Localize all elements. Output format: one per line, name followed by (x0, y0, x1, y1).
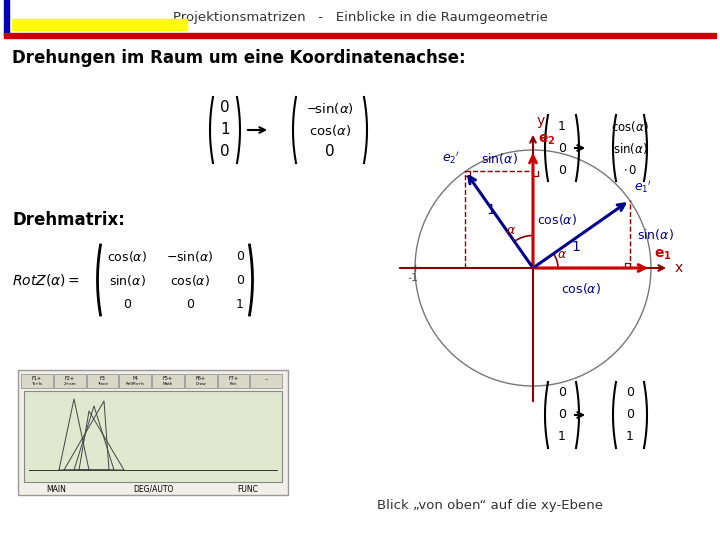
Text: $\cos(\alpha)$: $\cos(\alpha)$ (170, 273, 210, 287)
Text: 1: 1 (626, 430, 634, 443)
Text: 1: 1 (572, 240, 581, 254)
Text: 0: 0 (236, 273, 244, 287)
Text: $\cdot\,0$: $\cdot\,0$ (623, 164, 637, 177)
Text: 0: 0 (558, 408, 566, 422)
Text: F4: F4 (132, 375, 138, 381)
Text: To+Is: To+Is (32, 382, 42, 386)
Text: $\mathbf{e_1}$: $\mathbf{e_1}$ (654, 248, 672, 262)
Text: F7+: F7+ (228, 375, 238, 381)
Text: 0: 0 (220, 145, 230, 159)
Text: 0: 0 (325, 145, 335, 159)
Bar (217, 374, 249, 388)
Text: F3: F3 (99, 375, 105, 381)
Text: Blick „von oben“ auf die xy-Ebene: Blick „von oben“ auf die xy-Ebene (377, 498, 603, 511)
Text: 0: 0 (626, 408, 634, 422)
Bar (4, 33, 716, 38)
Text: Projektionsmatrizen   -   Einblicke in die Raumgeometrie: Projektionsmatrizen - Einblicke in die R… (173, 11, 547, 24)
Text: $\sin(\alpha)$: $\sin(\alpha)$ (636, 227, 673, 242)
Bar (21, 374, 53, 388)
Bar (12, 19, 187, 30)
Bar (4, 0, 9, 35)
Bar (251, 374, 282, 388)
Bar (24, 391, 282, 482)
Text: 0: 0 (558, 387, 566, 400)
Text: 0: 0 (123, 298, 131, 310)
Bar (152, 374, 184, 388)
Text: $\sin(\alpha)$: $\sin(\alpha)$ (613, 140, 647, 156)
Text: 2+om: 2+om (63, 382, 76, 386)
Bar (86, 374, 118, 388)
Text: $\sin(\alpha)$: $\sin(\alpha)$ (481, 151, 518, 166)
Text: ...: ... (264, 375, 269, 381)
Text: 1: 1 (558, 119, 566, 132)
Text: F6+: F6+ (196, 375, 206, 381)
Text: 0: 0 (186, 298, 194, 310)
Text: $\cos(\alpha)$: $\cos(\alpha)$ (309, 123, 351, 138)
Text: $-\!\sin(\alpha)$: $-\!\sin(\alpha)$ (306, 100, 354, 116)
Text: Pen: Pen (230, 382, 237, 386)
Text: Drehungen im Raum um eine Koordinatenachse:: Drehungen im Raum um eine Koordinatenach… (12, 49, 466, 67)
Text: 1: 1 (558, 430, 566, 443)
Bar (120, 374, 151, 388)
Text: $e_2{}'$: $e_2{}'$ (442, 150, 460, 166)
Text: DEG/AUTO: DEG/AUTO (132, 484, 174, 494)
Text: x: x (675, 261, 683, 275)
Text: 0: 0 (220, 100, 230, 116)
Text: $\cos(\alpha)$: $\cos(\alpha)$ (562, 281, 601, 296)
Text: MAIN: MAIN (46, 484, 66, 494)
Text: 0: 0 (626, 387, 634, 400)
Text: Trace: Trace (97, 382, 108, 386)
Text: Re9Pa+h: Re9Pa+h (126, 382, 145, 386)
Bar (54, 374, 86, 388)
Text: $\cos(\alpha)$: $\cos(\alpha)$ (611, 118, 649, 133)
Text: -1: -1 (408, 273, 418, 283)
Text: Drow: Drow (195, 382, 206, 386)
Text: $\sin(\alpha)$: $\sin(\alpha)$ (109, 273, 145, 287)
Text: Math: Math (163, 382, 173, 386)
Text: 0: 0 (558, 141, 566, 154)
Text: 1: 1 (236, 298, 244, 310)
Text: F1+: F1+ (32, 375, 42, 381)
Text: y: y (537, 114, 545, 128)
Text: $\mathbf{e_2}$: $\mathbf{e_2}$ (538, 133, 555, 147)
Text: 0: 0 (558, 164, 566, 177)
Text: F5+: F5+ (163, 375, 173, 381)
Text: 0: 0 (236, 249, 244, 262)
Text: FUNC: FUNC (238, 484, 258, 494)
Bar (18, 370, 288, 495)
Text: $\alpha$: $\alpha$ (557, 248, 567, 261)
Bar (185, 374, 217, 388)
Text: 1: 1 (487, 202, 495, 217)
Text: $-\sin(\alpha)$: $-\sin(\alpha)$ (166, 248, 214, 264)
Text: $\cos(\alpha)$: $\cos(\alpha)$ (537, 212, 577, 227)
Text: F2+: F2+ (65, 375, 75, 381)
Text: $\cos(\alpha)$: $\cos(\alpha)$ (107, 248, 147, 264)
Text: Drehmatrix:: Drehmatrix: (12, 211, 125, 229)
Text: $e_1{}'$: $e_1{}'$ (634, 179, 652, 195)
Text: $RotZ(\alpha)=$: $RotZ(\alpha)=$ (12, 272, 80, 288)
Text: $\alpha$: $\alpha$ (506, 225, 516, 238)
Text: 1: 1 (220, 123, 230, 138)
